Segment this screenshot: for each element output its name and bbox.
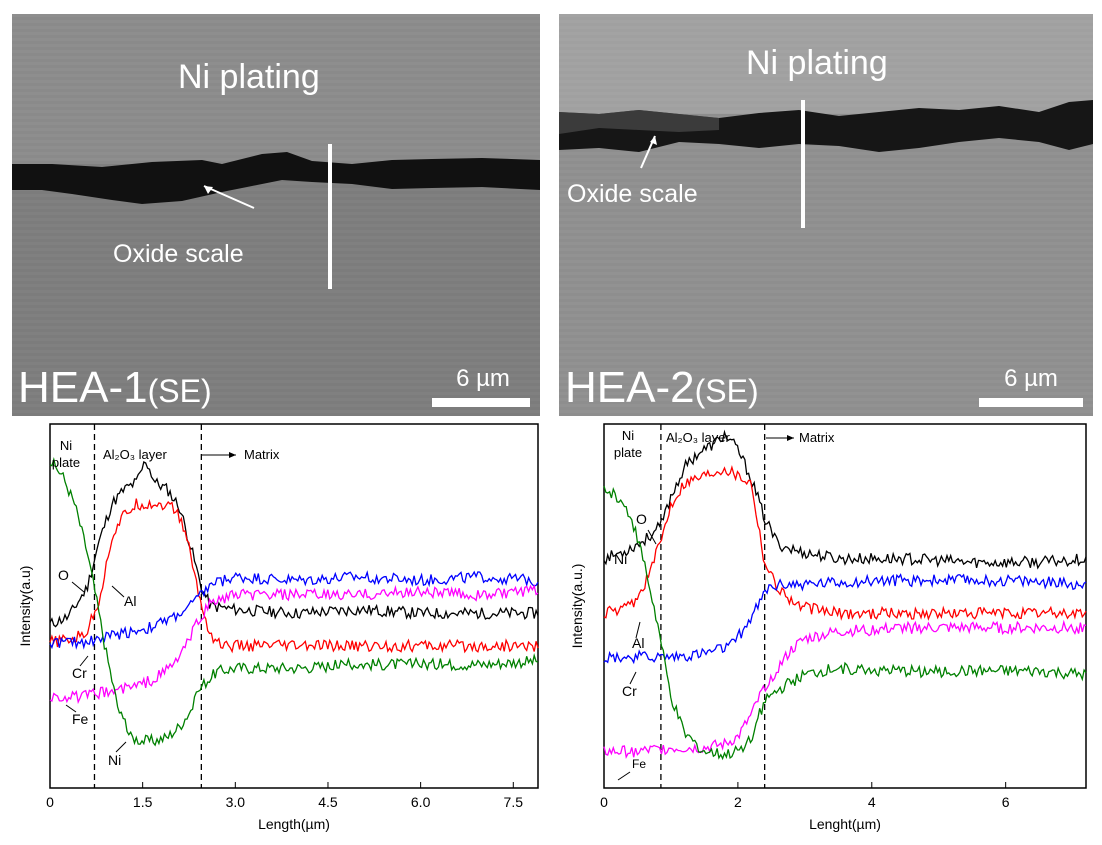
scale-bar [979, 398, 1083, 407]
chart-svg: 0 2 4 6 Ni plate Al₂O₃ layer Matrix O Al Cr… [569, 423, 1087, 832]
plating-label: Ni plating [178, 58, 320, 96]
region-label-matrix: Matrix [799, 430, 835, 445]
region-label-plate: plate [614, 445, 642, 460]
y-axis-label: Intensity(a.u) [17, 566, 33, 647]
plot-frame [603, 423, 1087, 789]
series-line-al [49, 498, 539, 654]
sample-label: HEA-2(SE) [565, 363, 759, 412]
series-line-al [603, 464, 1087, 621]
region-label-layer: Al₂O₃ layer [666, 430, 730, 445]
region-label-ni: Ni [60, 438, 72, 453]
x-tick-label: 6.0 [411, 794, 431, 810]
series-line-cr [603, 573, 1087, 665]
x-tick-label: 4 [868, 794, 876, 810]
series-line-o [49, 461, 539, 628]
linescan-chart-hea-1: 0 1.5 3.0 4.5 6.0 7.5 Ni plate Al₂O₃ layer Ma… [0, 416, 550, 840]
x-tick-label: 4.5 [318, 794, 338, 810]
oxide-arrow [203, 185, 255, 209]
x-tick-label: 7.5 [504, 794, 524, 810]
sem-image-hea-1: Ni plating Oxide scale HEA-1(SE) 6 µm [12, 14, 540, 416]
series-label-fe: Fe [632, 757, 646, 771]
x-tick-label: 6 [1002, 794, 1010, 810]
series-label-cr: Cr [622, 683, 637, 699]
region-label-layer: Al₂O₃ layer [103, 447, 167, 462]
linescan-chart-hea-2: 0 2 4 6 Ni plate Al₂O₃ layer Matrix O Al Cr… [552, 416, 1102, 840]
x-tick-label: 1.5 [133, 794, 153, 810]
series-label-fe: Fe [72, 711, 89, 727]
series-label-ni: Ni [614, 551, 627, 567]
series-label-al: Al [124, 593, 136, 609]
region-label-plate: plate [52, 455, 80, 470]
scale-bar-label: 6 µm [1004, 365, 1058, 392]
scale-bar-label: 6 µm [456, 365, 510, 392]
series-label-al: Al [632, 635, 644, 651]
series-line-o [603, 429, 1087, 570]
x-axis-label: Lenght(µm) [809, 816, 881, 832]
x-tick-label: 0 [600, 794, 608, 810]
x-tick-label: 0 [46, 794, 54, 810]
oxide-scale-band [12, 152, 540, 204]
region-label-matrix: Matrix [244, 447, 280, 462]
series-label-cr: Cr [72, 665, 87, 681]
plating-label: Ni plating [746, 44, 888, 82]
scale-bar [432, 398, 530, 407]
region-label-ni: Ni [622, 428, 634, 443]
oxide-label: Oxide scale [567, 180, 698, 208]
series-line-fe [49, 584, 539, 705]
series-line-ni [603, 485, 1087, 761]
series-line-fe [603, 619, 1087, 760]
x-tick-label: 3.0 [226, 794, 246, 810]
sample-label: HEA-1(SE) [18, 363, 212, 412]
oxide-label: Oxide scale [113, 240, 244, 268]
y-axis-label: Intensity(a.u.) [569, 564, 585, 649]
series-label-ni: Ni [108, 752, 121, 768]
series-line-cr [49, 570, 539, 650]
series-label-o: O [636, 511, 647, 527]
x-axis-label: Length(µm) [258, 816, 330, 832]
oxide-scale-band [559, 100, 1093, 152]
sem-image-hea-2: Ni plating Oxide scale HEA-2(SE) 6 µm [559, 14, 1093, 416]
chart-svg: 0 1.5 3.0 4.5 6.0 7.5 Ni plate Al₂O₃ layer Ma… [17, 423, 539, 832]
series-line-ni [49, 456, 539, 747]
x-tick-label: 2 [734, 794, 742, 810]
series-label-o: O [58, 567, 69, 583]
